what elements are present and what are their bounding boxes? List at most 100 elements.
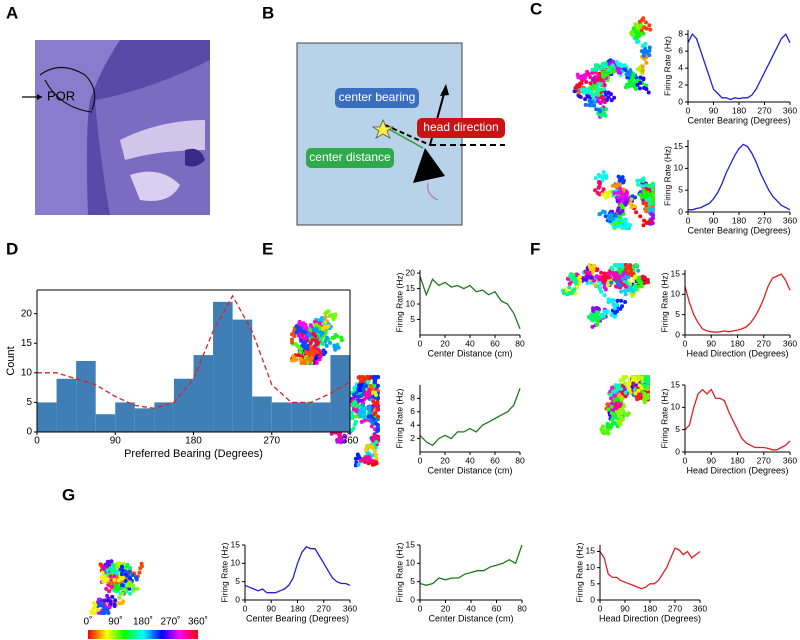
trajectory-dot [373,411,377,415]
x-tick-label: 20 [440,455,450,465]
trajectory-dot [375,407,379,411]
x-axis-label: Preferred Bearing (Degrees) [124,448,263,460]
trajectory-dot [314,334,318,338]
trajectory-dot [574,86,578,90]
trajectory-dot [104,587,108,591]
trajectory-dot [356,395,360,399]
trajectory-dot [352,427,356,431]
trajectory-dot [123,588,127,592]
trajectory-dot [308,350,312,354]
trajectory-dot [583,97,587,101]
trajectory-dot [567,286,571,290]
trajectory-dot [110,559,114,563]
y-tick-label: 5 [235,576,240,586]
histogram-bar [272,402,292,432]
trajectory-dot [640,195,644,199]
trajectory-dot [602,187,606,191]
x-tick-label: 90 [707,338,717,348]
trajectory-dot [616,196,620,200]
x-tick-label: 90 [267,603,277,613]
trajectory-dot [596,86,600,90]
trajectory-dot [609,396,613,400]
trajectory-dot [578,281,582,285]
colorbar-label: 90˚ [108,616,122,628]
x-tick-label: 80 [515,455,525,465]
x-tick-label: 0 [683,455,688,465]
x-tick-label: 270 [757,455,771,465]
y-tick-label: 0 [26,427,32,438]
trajectory-dot [638,214,642,218]
trajectory-dot [113,604,117,608]
trajectory-dot [376,384,380,388]
trajectory-dot [597,212,601,216]
y-tick-label: 5 [26,397,32,408]
x-tick-label: 270 [668,603,682,613]
trajectory-dot [118,561,122,565]
trajectory-dot [131,584,135,588]
region-label: POR [47,88,75,103]
trajectory-dot [303,361,307,365]
trajectory-dot [367,444,371,448]
trajectory-dot [640,386,644,390]
y-tick-label: 20 [406,267,416,277]
y-tick-label: 0 [678,96,683,106]
x-tick-label: 40 [466,603,476,613]
y-axis-label: Firing Rate (Hz) [394,272,404,332]
histogram-bar [174,379,194,432]
trajectory-dot [645,27,649,31]
trajectory-dot [627,288,631,292]
data-line [685,274,790,332]
trajectory-dot [89,610,93,614]
trajectory-dot [601,425,605,429]
trajectory-dot [573,287,577,291]
y-tick-label: 15 [21,338,33,349]
trajectory-dot [599,271,603,275]
trajectory-dot [624,292,628,296]
trajectory-dot [354,420,358,424]
panel-label: D [6,239,18,258]
trajectory-dot [568,282,572,286]
trajectory-dot [603,83,607,87]
trajectory-dot [593,80,597,84]
trajectory-dot [609,424,613,428]
trajectory-dot [647,208,651,212]
trajectory-dot [611,63,615,67]
y-axis-label: Firing Rate (Hz) [659,388,669,448]
trajectory-dot [358,404,362,408]
trajectory-dot [375,400,379,404]
x-axis-label: Center Distance (cm) [427,465,512,475]
trajectory-dot [374,453,378,457]
trajectory-dot [610,405,614,409]
trajectory-dot [101,604,105,608]
trajectory-dot [363,408,367,412]
trajectory-dot [128,576,132,580]
data-line [420,388,520,445]
trajectory-dot [640,29,644,33]
trajectory-dot [121,583,125,587]
trajectory-dot [356,453,360,457]
trajectory-dot [121,568,125,572]
trajectory-dot [340,338,344,342]
x-tick-label: 60 [492,603,502,613]
trajectory-dot [598,109,602,113]
trajectory-dot [616,224,620,228]
trajectory-dot [613,303,617,307]
histogram-bar [311,402,331,432]
trajectory-dot [639,76,643,80]
colorbar-label: 180˚ [133,616,153,628]
panel-label: G [62,485,75,504]
trajectory-dot [625,221,629,225]
y-tick-label: 5 [410,576,415,586]
x-tick-label: 90 [707,455,717,465]
trajectory-dot [294,331,298,335]
trajectory-dot [634,210,638,214]
histogram-bar [154,402,174,432]
trajectory-dot [372,417,376,421]
trajectory-dot [606,422,610,426]
trajectory-dot [325,325,329,329]
x-axis-label: Head Direction (Degrees) [686,348,788,358]
trajectory-dot [609,266,613,270]
data-line [245,547,350,593]
x-tick-label: 180 [732,215,746,225]
trajectory-dot [616,299,620,303]
